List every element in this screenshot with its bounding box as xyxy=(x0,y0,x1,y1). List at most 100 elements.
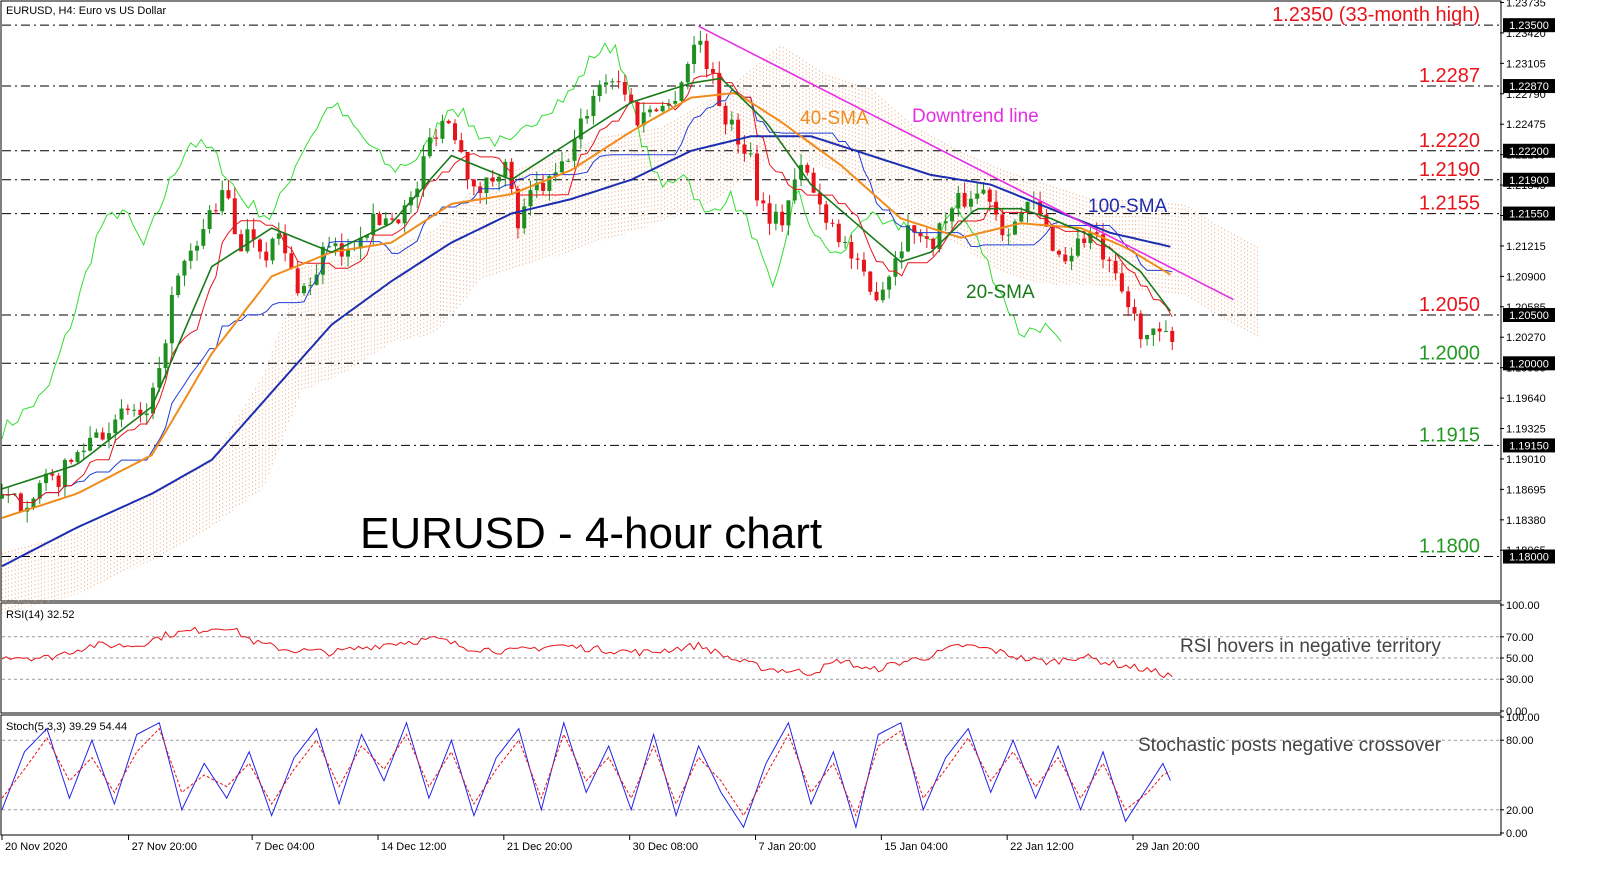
candle-body xyxy=(710,68,715,73)
indicator-tick-label: 20.00 xyxy=(1506,805,1534,817)
tenkan-line xyxy=(2,72,1173,503)
level-price-tag-text: 1.23500 xyxy=(1509,20,1549,32)
candle-body xyxy=(106,433,111,440)
candle-body xyxy=(792,179,797,201)
candle-body xyxy=(207,210,212,230)
level-label: 1.2220 xyxy=(1419,130,1480,152)
level-price-tag-text: 1.22870 xyxy=(1509,81,1549,93)
candle-body xyxy=(1025,201,1030,213)
level-price-tags: 1.23500 1.22870 1.22200 1.21900 1.21550 1.205… xyxy=(1503,18,1555,564)
indicator-tick-label: 0.00 xyxy=(1506,828,1527,840)
indicator-tick-label: 100.00 xyxy=(1506,600,1540,612)
candle-body xyxy=(673,100,678,104)
candle-body xyxy=(528,190,533,207)
level-label: 1.2155 xyxy=(1419,193,1480,215)
candle-body xyxy=(201,229,206,246)
support-resistance-levels: 1.2350 (33-month high) 1.2287 1.2220 1.2190… xyxy=(2,4,1500,558)
time-axis: 20 Nov 2020 27 Nov 20:00 7 Dec 04:00 14 Dec… xyxy=(1,835,1200,853)
candle-body xyxy=(1107,259,1112,261)
candle-body xyxy=(648,109,653,113)
candle-body xyxy=(88,437,93,451)
level-price-tag xyxy=(1503,438,1555,453)
time-tick-label: 20 Nov 2020 xyxy=(5,841,67,853)
candle-body xyxy=(182,260,187,276)
candle-body xyxy=(138,409,143,416)
time-tick-label: 21 Dec 20:00 xyxy=(507,841,572,853)
candle-body xyxy=(132,409,137,411)
candle-body xyxy=(874,291,879,301)
candle-body xyxy=(654,109,659,112)
candle-body xyxy=(729,119,734,125)
candle-body xyxy=(887,276,892,290)
candle-body xyxy=(849,241,854,259)
candle-body xyxy=(1157,328,1162,332)
level-price-tag-text: 1.20500 xyxy=(1509,310,1549,322)
indicator-tick-label: 100.00 xyxy=(1506,712,1540,724)
candle-body xyxy=(515,188,520,229)
candle-body xyxy=(383,218,388,226)
candle-body xyxy=(119,408,124,420)
candle-body xyxy=(390,218,395,220)
price-tick-label: 1.20900 xyxy=(1506,271,1546,283)
candle-body xyxy=(1075,238,1080,256)
candle-body xyxy=(446,120,451,124)
time-tick-label: 14 Dec 12:00 xyxy=(381,841,446,853)
candle-body xyxy=(912,225,917,233)
level-price-tag xyxy=(1503,206,1555,221)
candle-body xyxy=(37,483,42,499)
chikou-span xyxy=(1,42,1062,439)
sma100-label: 100-SMA xyxy=(1088,196,1168,217)
stoch-title: Stoch(5,3,3) 39.29 54.44 xyxy=(6,721,127,733)
candle-body xyxy=(226,190,231,199)
candle-body xyxy=(333,243,338,247)
time-tick-label: 7 Jan 20:00 xyxy=(758,841,816,853)
candle-body xyxy=(484,177,489,194)
rsi-indicator: 100.00 70.00 50.00 30.00 0.00 xyxy=(1,600,1540,718)
stoch-annotation: Stochastic posts negative crossover xyxy=(1138,735,1442,756)
downtrend-line xyxy=(698,25,1234,301)
candle-body xyxy=(685,64,690,83)
price-tick-label: 1.19010 xyxy=(1506,454,1546,466)
candle-body xyxy=(113,419,118,434)
candle-body xyxy=(635,101,640,126)
candle-body xyxy=(717,72,722,106)
indicator-tick-label: 50.00 xyxy=(1506,653,1534,665)
candle-body xyxy=(1119,273,1124,292)
kijun-line xyxy=(2,89,1173,503)
candle-body xyxy=(264,251,269,261)
candle-body xyxy=(471,179,476,187)
candle-body xyxy=(987,189,992,202)
candle-body xyxy=(805,164,810,173)
level-price-tag xyxy=(1503,172,1555,187)
level-label: 1.2000 xyxy=(1419,342,1480,364)
candle-body xyxy=(905,225,910,252)
ichimoku-cloud xyxy=(1,46,1259,614)
candle-body xyxy=(1163,330,1168,332)
candle-body xyxy=(799,164,804,180)
time-tick-label: 27 Nov 20:00 xyxy=(132,841,197,853)
candle-body xyxy=(377,213,382,226)
candle-body xyxy=(1063,254,1068,262)
candle-body xyxy=(295,268,300,294)
sma100-line xyxy=(1,135,1171,568)
level-label: 1.2190 xyxy=(1419,159,1480,181)
kijun-sen xyxy=(2,89,1173,503)
candle-body xyxy=(497,176,502,182)
level-label: 1.1800 xyxy=(1419,536,1480,558)
candle-body xyxy=(591,96,596,117)
candle-body xyxy=(188,250,193,261)
candle-body xyxy=(868,271,873,292)
candle-body xyxy=(434,137,439,139)
level-price-tag-text: 1.21900 xyxy=(1509,175,1549,187)
candle-body xyxy=(541,182,546,191)
level-price-tag xyxy=(1503,79,1555,94)
indicator-tick-label: 0.00 xyxy=(1506,706,1527,718)
price-tick-label: 1.22475 xyxy=(1506,119,1546,131)
candle-body xyxy=(547,176,552,191)
candle-body xyxy=(1044,214,1049,227)
candle-body xyxy=(69,459,74,462)
candle-body xyxy=(566,160,571,162)
candle-body xyxy=(163,343,168,369)
level-price-tag-text: 1.18000 xyxy=(1509,552,1549,564)
candle-body xyxy=(559,161,564,173)
